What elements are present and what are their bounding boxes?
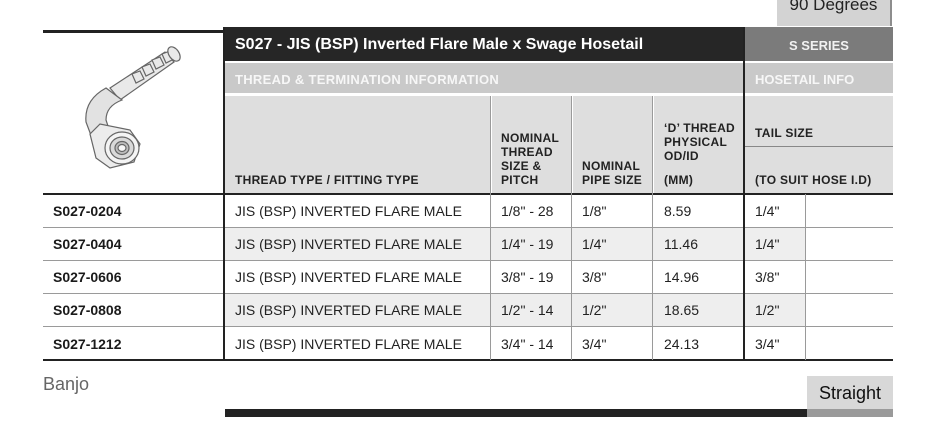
footer-tab-edge [807,409,893,417]
table-rule [43,293,893,294]
header-nominal-thread: NOMINAL THREAD SIZE & PITCH [492,96,571,193]
part-code: S027-0404 [53,236,122,252]
column-divider [805,194,806,360]
column-divider [223,27,225,361]
thread-type: JIS (BSP) INVERTED FLARE MALE [235,336,462,352]
column-divider [490,96,491,360]
nominal-thread: 1/4" - 19 [501,236,554,252]
section-hosetail-header: HOSETAIL INFO [745,63,893,93]
header-tail-size-text: TAIL SIZE [755,126,814,140]
table-rule [43,193,893,195]
header-d-thread-unit: (MM) [664,173,694,187]
nav-straight-label: Straight [818,383,882,403]
nominal-thread: 1/2" - 14 [501,302,554,318]
table-rule [43,326,893,327]
header-d-thread-line: PHYSICAL [664,135,728,149]
part-code: S027-0808 [53,302,122,318]
d-thread-od: 8.59 [664,203,692,219]
header-nominal-thread-line: NOMINAL [501,131,560,145]
nominal-pipe: 3/8" [582,269,607,285]
table-rule [43,227,893,228]
header-tail-size-note: (TO SUIT HOSE I.D) [755,173,872,187]
nominal-pipe: 1/8" [582,203,607,219]
header-nominal-pipe-line: PIPE SIZE [582,173,643,187]
header-d-thread: ‘D’ THREAD PHYSICAL OD/ID (MM) [654,96,743,193]
page-title-text: S027 - JIS (BSP) Inverted Flare Male x S… [235,36,644,53]
column-divider [743,27,745,361]
elbow-fitting-icon [70,40,200,180]
nav-banjo-link[interactable]: Banjo [43,374,90,394]
column-divider [652,96,653,360]
nominal-thread: 3/8" - 19 [501,269,554,285]
d-thread-od: 11.46 [664,236,698,252]
header-nominal-thread-line: THREAD [501,145,553,159]
section-thread-text: THREAD & TERMINATION INFORMATION [235,72,500,87]
tail-size: 3/8" [755,269,780,285]
tail-size: 1/4" [755,236,780,252]
section-hosetail-text: HOSETAIL INFO [755,72,855,87]
header-d-thread-line: ‘D’ THREAD [664,121,736,135]
header-thread-type-text: THREAD TYPE / FITTING TYPE [235,173,419,187]
tail-size: 1/4" [755,203,780,219]
thread-type: JIS (BSP) INVERTED FLARE MALE [235,203,462,219]
header-thread-type: THREAD TYPE / FITTING TYPE [225,96,490,193]
table-rule [43,260,893,261]
d-thread-od: 18.65 [664,302,700,318]
series-badge: S SERIES [745,27,893,61]
nominal-pipe: 3/4" [582,336,607,352]
d-thread-od: 14.96 [664,269,700,285]
nominal-thread: 1/8" - 28 [501,203,554,219]
thread-type: JIS (BSP) INVERTED FLARE MALE [235,302,462,318]
thread-type: JIS (BSP) INVERTED FLARE MALE [235,236,462,252]
header-nominal-pipe-line: NOMINAL [582,159,641,173]
section-thread-header: THREAD & TERMINATION INFORMATION [225,63,743,93]
header-nominal-thread-line: SIZE & [501,159,542,173]
table-rule [43,359,893,361]
nominal-pipe: 1/4" [582,236,607,252]
tab-90-degrees-label: 90 Degrees [789,0,878,14]
series-text: S SERIES [789,38,849,53]
header-tail-size: TAIL SIZE (TO SUIT HOSE I.D) [745,96,893,193]
header-nominal-thread-line: PITCH [501,173,539,187]
column-divider [571,96,572,360]
footer-bar [225,409,893,417]
header-nominal-pipe: NOMINAL PIPE SIZE [573,96,652,193]
header-divider [745,146,893,147]
tail-size: 1/2" [755,302,780,318]
page-title: S027 - JIS (BSP) Inverted Flare Male x S… [225,27,743,61]
tail-size: 3/4" [755,336,780,352]
row-stripe [225,294,805,326]
top-rule [43,30,223,33]
part-code: S027-0606 [53,269,122,285]
part-code: S027-0204 [53,203,122,219]
nav-straight-button[interactable]: Straight [807,376,893,409]
thread-type: JIS (BSP) INVERTED FLARE MALE [235,269,462,285]
d-thread-od: 24.13 [664,336,700,352]
tab-90-degrees[interactable]: 90 Degrees [777,0,892,26]
nominal-pipe: 1/2" [582,302,607,318]
nominal-thread: 3/4" - 14 [501,336,554,352]
header-d-thread-line: OD/ID [664,149,699,163]
row-stripe [225,228,805,260]
part-code: S027-1212 [53,336,122,352]
